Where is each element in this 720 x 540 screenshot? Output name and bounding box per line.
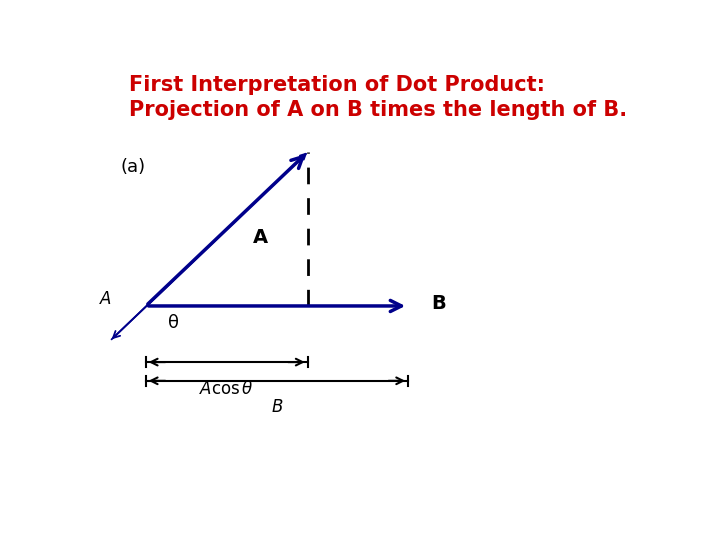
Text: B: B: [431, 294, 446, 313]
Text: θ: θ: [168, 314, 179, 332]
Text: $B$: $B$: [271, 399, 283, 416]
Text: First Interpretation of Dot Product:: First Interpretation of Dot Product:: [129, 75, 545, 95]
Text: A: A: [253, 228, 268, 247]
Text: A: A: [99, 289, 111, 308]
Text: $A\cos\theta$: $A\cos\theta$: [199, 380, 254, 397]
Text: (a): (a): [121, 158, 146, 176]
Text: Projection of A on B times the length of B.: Projection of A on B times the length of…: [129, 100, 627, 120]
